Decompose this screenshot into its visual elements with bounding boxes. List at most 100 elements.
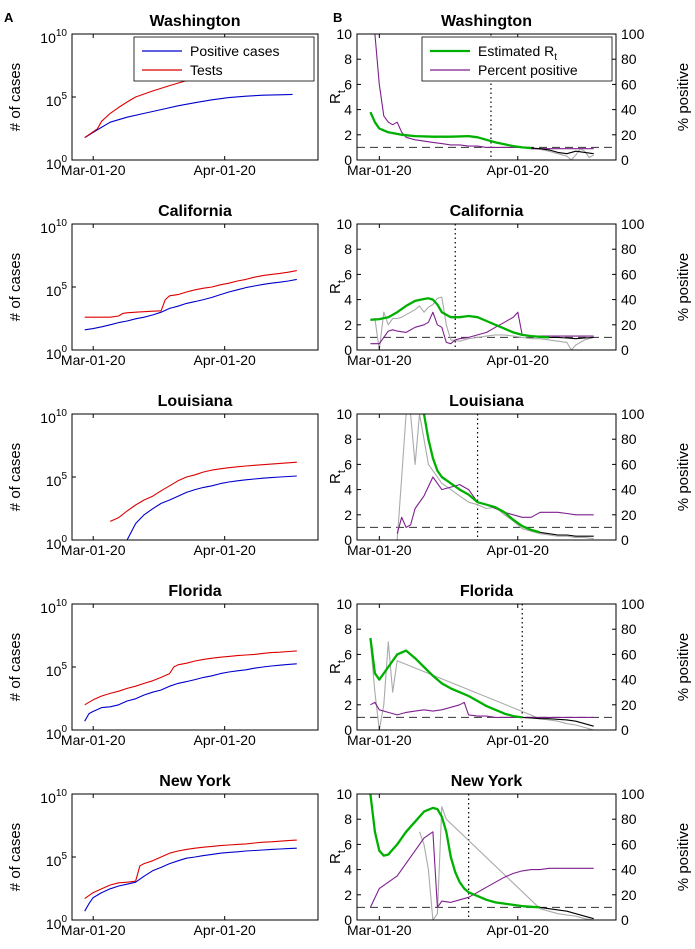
series-line-tests (84, 270, 297, 318)
series-line-percent-positive (370, 34, 594, 150)
y-tick-label: 10 (336, 26, 352, 42)
chart-washington-a: Washington Mar-01-20 Apr-01-20 100 105 1010 # … (7, 13, 319, 178)
y2-tick-label: 0 (621, 532, 629, 548)
y2-tick-label: 100 (621, 406, 645, 422)
legend-label: Estimated Rt (478, 43, 557, 63)
series-line-positive-cases (126, 475, 297, 540)
y-tick-label: 4 (344, 292, 352, 308)
y2-tick-label: 100 (621, 786, 645, 802)
y2-tick-label: 60 (621, 456, 637, 472)
y-tick-label: 8 (344, 811, 352, 827)
y-tick-label: 10 (336, 216, 352, 232)
y2-tick-label: 40 (621, 672, 637, 688)
chart-title: New York (159, 773, 231, 790)
y-axis-label: # of cases (7, 443, 24, 511)
y-axis-label: Rt (327, 470, 348, 484)
y2-tick-label: 0 (621, 342, 629, 358)
series-line-positive-cases (84, 93, 293, 139)
y2-axis-label: % positive (675, 63, 692, 131)
series-group (84, 650, 297, 722)
y-tick-label: 4 (344, 102, 352, 118)
series-line-percent-positive (396, 476, 594, 534)
plot-frame (356, 413, 617, 541)
y-tick-label: 105 (46, 91, 68, 109)
y2-tick-label: 80 (621, 811, 637, 827)
y-tick-label: 0 (344, 722, 352, 738)
y-tick-label: 4 (344, 482, 352, 498)
y-axis-label: # of cases (7, 63, 24, 131)
series-group (109, 461, 297, 540)
series-line-tests (109, 461, 297, 522)
y-tick-label: 1010 (40, 218, 67, 236)
y-tick-label: 105 (46, 661, 68, 679)
y-tick-label: 10 (336, 596, 352, 612)
series-group (396, 414, 594, 540)
plot-frame (356, 33, 617, 161)
y2-axis-label: % positive (675, 823, 692, 891)
y-tick-label: 105 (46, 851, 68, 869)
legend: Positive cases Tests (133, 36, 315, 82)
x-tick-label: Mar-01-20 (61, 732, 126, 748)
y2-tick-label: 0 (621, 722, 629, 738)
y-axis-label: # of cases (7, 823, 24, 891)
series-line-positive-cases (84, 663, 297, 722)
y-tick-label: 1010 (40, 598, 67, 616)
y2-tick-label: 40 (621, 862, 637, 878)
chart-california-a: California Mar-01-20 Apr-01-20 100 105 1010 # … (7, 203, 319, 368)
x-tick-label: Mar-01-20 (61, 922, 126, 938)
y-tick-label: 105 (46, 281, 68, 299)
series-group (369, 637, 594, 730)
series-line-estimated-rt (369, 111, 532, 150)
y-tick-label: 10 (336, 786, 352, 802)
y-tick-label: 4 (344, 862, 352, 878)
series-line-percent-positive (370, 311, 594, 345)
series-line-rt-past- (531, 147, 594, 155)
series-line-rt-past- (522, 716, 594, 727)
x-tick-label: Apr-01-20 (194, 542, 256, 558)
y-tick-label: 6 (344, 646, 352, 662)
x-tick-label: Apr-01-20 (194, 922, 256, 938)
series-line-raw-rt (370, 296, 594, 350)
x-tick-label: Apr-01-20 (194, 352, 256, 368)
legend-label: Positive cases (190, 43, 279, 59)
y-tick-label: 10 (336, 406, 352, 422)
series-line-positive-cases (84, 278, 297, 331)
chart-title: Florida (460, 583, 513, 600)
legend-box (133, 36, 315, 82)
x-tick-label: Mar-01-20 (61, 162, 126, 178)
series-line-percent-positive (370, 701, 594, 718)
y2-tick-label: 20 (621, 317, 637, 333)
y2-tick-label: 80 (621, 241, 637, 257)
legend-label: Tests (190, 62, 223, 78)
series-line-estimated-rt (422, 414, 541, 534)
y2-tick-label: 100 (621, 26, 645, 42)
series-line-rt-past- (549, 336, 594, 340)
legend-box (421, 36, 613, 82)
y2-tick-label: 60 (621, 646, 637, 662)
y2-tick-label: 0 (621, 152, 629, 168)
series-line-raw-rt (396, 414, 594, 540)
y-tick-label: 100 (46, 344, 68, 362)
x-tick-label: Mar-01-20 (61, 542, 126, 558)
y2-tick-label: 20 (621, 507, 637, 523)
series-group (84, 270, 297, 331)
series-group (84, 839, 297, 912)
plot-frame (356, 793, 617, 921)
x-tick-label: Apr-01-20 (194, 732, 256, 748)
y2-tick-label: 100 (621, 596, 645, 612)
series-line-raw-rt (531, 148, 594, 160)
y-tick-label: 0 (344, 532, 352, 548)
y-axis-label: Rt (327, 90, 348, 104)
x-tick-label: Mar-01-20 (347, 162, 412, 178)
y-tick-label: 0 (344, 152, 352, 168)
y-tick-label: 100 (46, 534, 68, 552)
series-line-estimated-rt (369, 794, 541, 909)
series-line-tests (84, 839, 297, 900)
series-line-tests (84, 650, 297, 706)
series-line-percent-positive (369, 831, 594, 908)
